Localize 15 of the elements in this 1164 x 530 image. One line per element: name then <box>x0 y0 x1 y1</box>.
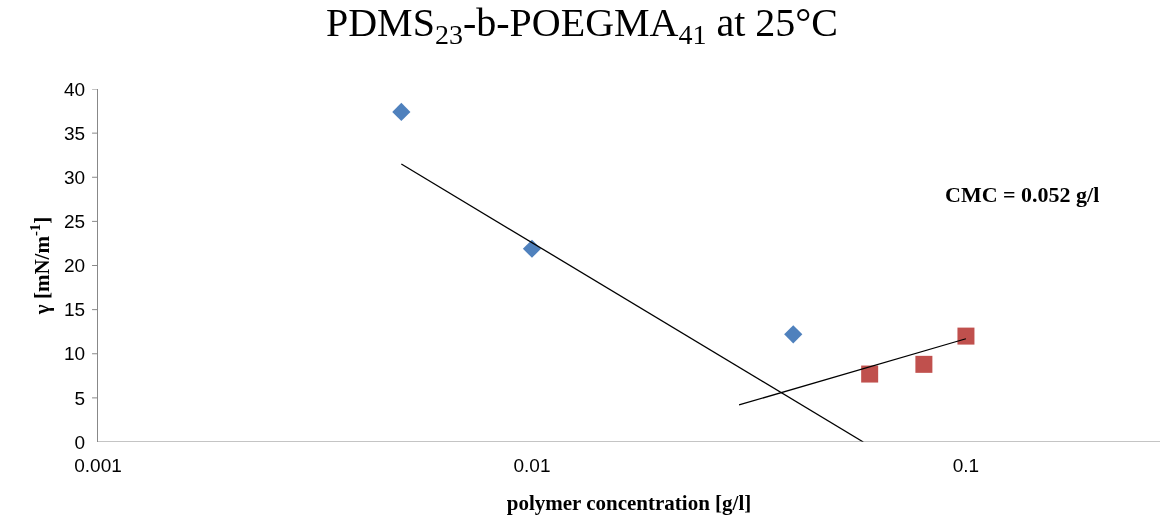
y-tick-label: 10 <box>64 343 86 365</box>
y-tick-label: 40 <box>64 78 86 100</box>
y-tick-label: 5 <box>74 387 86 409</box>
y-tick-label: 0 <box>74 431 86 453</box>
x-tick-label: 0.001 <box>74 455 122 476</box>
annotation: CMC = 0.052 g/l <box>945 182 1100 207</box>
x-axis-title: polymer concentration [g/l] <box>506 491 752 516</box>
x-tick-label: 0.01 <box>513 455 551 476</box>
y-tick-label: 25 <box>64 211 86 233</box>
x-tick-label: 0.1 <box>952 455 980 476</box>
chart-title: PDMS$_{23}$-b-POEGMA$_{41}$ at 25°C <box>325 0 839 51</box>
y-tick-label: 30 <box>64 166 86 188</box>
y-tick-label: 35 <box>64 122 86 144</box>
y-tick-label: 15 <box>64 299 86 321</box>
y-tick-label: 20 <box>64 255 86 277</box>
